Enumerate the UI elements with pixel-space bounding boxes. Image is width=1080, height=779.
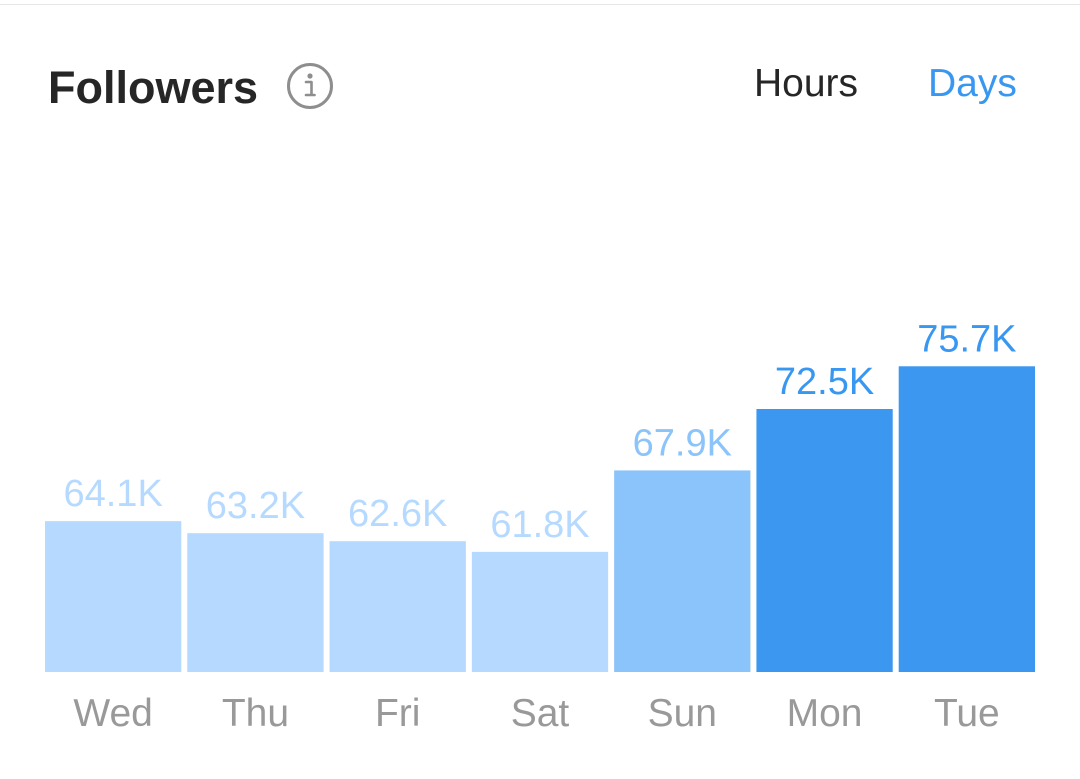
info-icon[interactable] xyxy=(287,63,333,109)
value-label-wed: 64.1K xyxy=(63,473,162,515)
toggle-hours[interactable]: Hours xyxy=(754,62,859,105)
value-label-fri: 62.6K xyxy=(348,493,447,535)
bar-tue xyxy=(898,366,1035,672)
value-label-sat: 61.8K xyxy=(490,504,589,546)
bar-wed xyxy=(45,521,182,672)
followers-bar-chart: 64.1K Wed 63.2K Thu 62.6K Fri 61.8K Sat 67.9K Sun… xyxy=(45,318,1035,735)
bar-mon xyxy=(756,409,893,672)
day-label-wed: Wed xyxy=(73,692,153,735)
value-label-thu: 63.2K xyxy=(206,485,305,527)
info-glyph xyxy=(304,73,316,97)
day-label-thu: Thu xyxy=(222,692,289,735)
value-label-tue: 75.7K xyxy=(917,318,1016,360)
toggle-days[interactable]: Days xyxy=(928,62,1017,105)
day-label-sun: Sun xyxy=(648,692,717,735)
top-divider xyxy=(0,0,1080,5)
day-label-tue: Tue xyxy=(934,692,1000,735)
value-label-mon: 72.5K xyxy=(775,361,874,403)
bar-fri xyxy=(329,541,466,672)
bar-thu xyxy=(187,533,324,672)
day-label-sat: Sat xyxy=(511,692,570,735)
bar-sat xyxy=(471,551,609,672)
day-label-fri: Fri xyxy=(375,692,420,735)
value-label-sun: 67.9K xyxy=(633,422,732,464)
bar-sun xyxy=(614,470,751,672)
followers-header: Followers Hours Days xyxy=(0,0,1080,180)
section-title: Followers xyxy=(48,62,259,113)
day-label-mon: Mon xyxy=(787,692,863,735)
